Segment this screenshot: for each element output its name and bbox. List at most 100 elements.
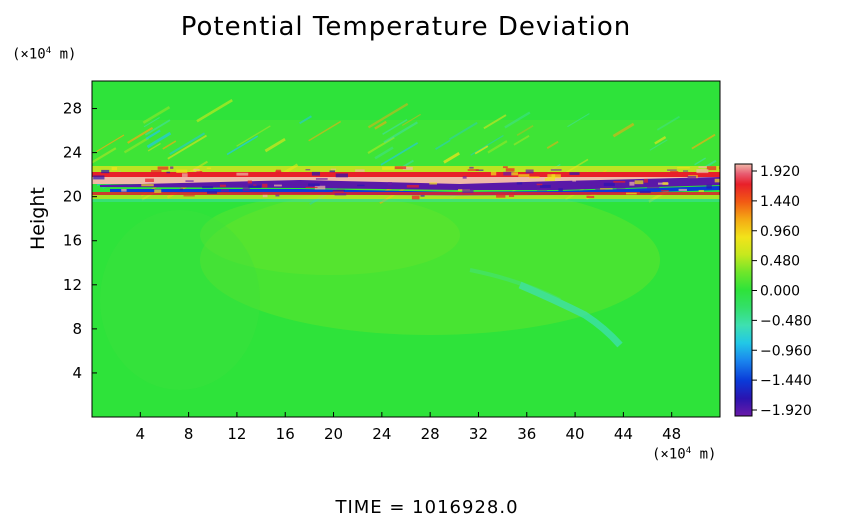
band-speckle	[550, 169, 562, 171]
band-speckle	[311, 171, 321, 176]
band-speckle	[305, 169, 311, 171]
x-tick-label: 36	[517, 425, 536, 443]
band-speckle	[192, 170, 203, 172]
x-tick-label: 44	[614, 425, 633, 443]
wave-ripple	[144, 119, 171, 136]
colorbar-labels: 1.920 1.440 0.960 0.480 0.000 −0.480 −0.960 −1.…	[752, 164, 812, 419]
band-speckle	[329, 170, 336, 173]
x-tick-label: 40	[566, 425, 585, 443]
x-tick-label: 24	[372, 425, 391, 443]
band-speckle	[536, 189, 547, 191]
y-axis-label: Height	[27, 187, 49, 250]
field-lobe	[200, 195, 460, 275]
band-speckle	[406, 184, 419, 188]
x-tick-label: 48	[662, 425, 681, 443]
band-speckle	[539, 184, 551, 188]
band-speckle	[536, 183, 543, 186]
wave-ripple	[612, 122, 635, 138]
band-speckle	[544, 177, 556, 182]
y-tick-label: 24	[63, 144, 82, 162]
wave-ripple	[299, 115, 312, 125]
band-speckle	[136, 172, 145, 174]
band-speckle	[196, 170, 203, 173]
band-speckle	[253, 184, 257, 187]
band-speckle	[275, 194, 280, 197]
y-tick-label: 8	[72, 320, 82, 338]
y-tick-label: 20	[63, 188, 82, 206]
band-speckle	[462, 188, 474, 193]
band-speckle	[508, 193, 515, 197]
band-speckle	[698, 189, 704, 192]
band-speckle	[525, 169, 534, 174]
colorbar-label: −0.480	[760, 313, 812, 329]
wave-ripple	[474, 145, 489, 155]
band-speckle	[600, 188, 613, 190]
band-speckle	[706, 166, 717, 171]
colorbar	[734, 163, 753, 417]
band-speckle	[332, 189, 345, 192]
band-speckle	[176, 169, 188, 173]
band-cyan-bottom	[92, 199, 720, 202]
wave-ripple	[435, 139, 451, 150]
x-tick-label: 32	[469, 425, 488, 443]
heatmap-field	[92, 81, 720, 417]
band-speckle	[714, 178, 720, 183]
band-speckle	[505, 168, 515, 172]
wave-ripple	[487, 140, 508, 154]
plot-frame	[91, 80, 721, 418]
band-speckle	[411, 195, 420, 200]
band-speckle	[308, 183, 320, 187]
band-speckle	[462, 176, 467, 179]
band-speckle	[398, 178, 412, 182]
wave-ripple	[401, 113, 421, 126]
wave-ripple	[308, 120, 342, 142]
band-speckle	[634, 180, 644, 185]
band-speckle	[496, 194, 506, 198]
band-speckle	[305, 186, 318, 189]
band-speckle	[166, 171, 171, 174]
band-speckle	[698, 166, 707, 168]
y-tick-label: 28	[63, 100, 82, 118]
band-speckle	[629, 181, 635, 186]
band-red-bottom	[92, 192, 720, 195]
field-streak	[469, 268, 561, 302]
band-speckle	[388, 182, 392, 186]
band-speckle	[511, 172, 518, 176]
colorbar-label: −1.920	[760, 403, 812, 419]
band-speckle	[314, 185, 326, 190]
y-axis: 4 8 12 16 20 24 28	[63, 100, 97, 382]
band-speckle	[183, 195, 195, 197]
band-speckle	[221, 189, 229, 192]
colorbar-label: 0.480	[760, 254, 800, 270]
x-tick-label: 12	[227, 425, 246, 443]
wave-ripple	[443, 152, 460, 164]
band-speckle	[502, 166, 508, 169]
band-speckle	[315, 178, 328, 180]
band-speckle	[469, 166, 474, 169]
band-speckle	[219, 184, 227, 187]
wave-ripple	[567, 113, 590, 128]
wave-ripple	[546, 140, 559, 150]
band-speckle	[429, 182, 438, 185]
band-speckle	[394, 166, 407, 170]
wave-ripple	[656, 115, 680, 131]
band-speckle	[670, 171, 679, 174]
band-speckle	[706, 184, 712, 189]
band-speckle	[185, 180, 194, 182]
wave-ripple	[146, 131, 172, 149]
band-speckle	[275, 170, 282, 174]
colorbar-label: 1.920	[760, 164, 800, 180]
band-speckle	[179, 188, 183, 191]
band-speckle	[551, 174, 561, 179]
time-label: TIME = 1016928.0	[335, 497, 519, 518]
x-axis: 4 8 12 16 20 24 28 32 36 40 44 48	[136, 412, 681, 443]
band-speckle	[206, 167, 212, 169]
band-speckle	[475, 169, 484, 171]
band-speckle	[682, 170, 689, 172]
band-speckle	[330, 168, 337, 170]
band-speckle	[170, 166, 174, 169]
x-unit-label: (×104 m)	[652, 446, 717, 463]
band-speckle	[503, 171, 514, 176]
band-speckle	[662, 182, 669, 185]
